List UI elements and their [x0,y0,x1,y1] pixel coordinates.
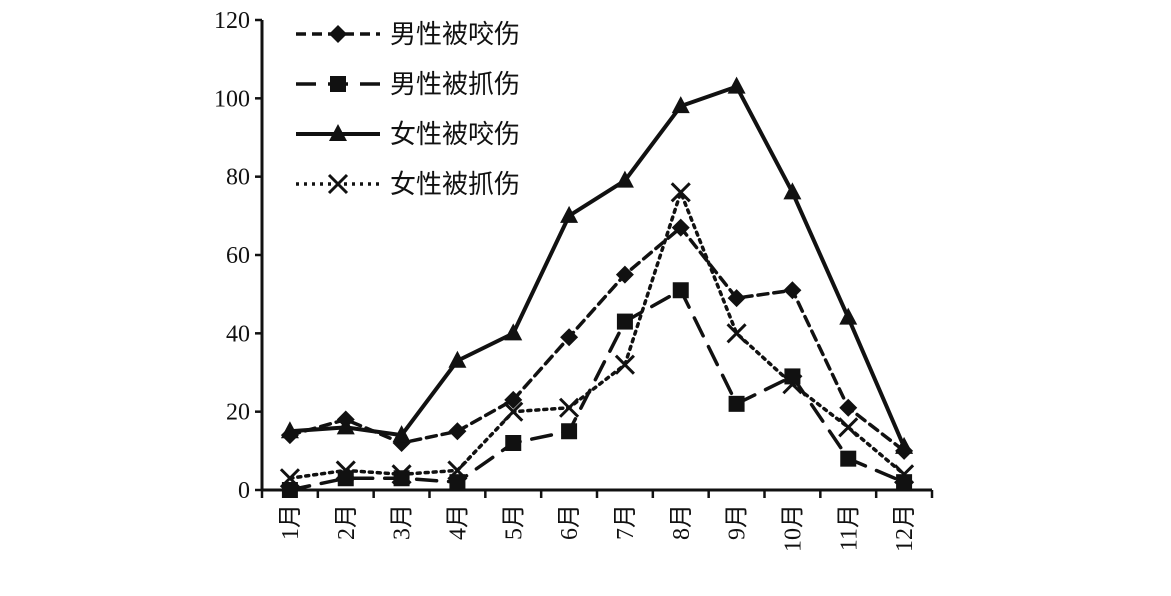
y-tick-label: 60 [226,243,250,269]
legend-label: 女性被抓伤 [390,170,520,200]
x-tick-label: 4月 [445,504,471,540]
x-tick-label: 8月 [669,504,695,540]
diamond-marker [727,289,746,308]
series-2 [280,76,914,454]
x-tick-label: 11月 [836,504,862,551]
triangle-marker [560,205,579,223]
x-marker [838,417,859,438]
series-0 [280,218,914,460]
x-marker [894,464,915,485]
legend-item: 女性被咬伤 [288,114,558,154]
triangle-marker [280,421,299,439]
x-marker [670,182,691,203]
series-lines [279,76,915,498]
legend-item: 女性被抓伤 [288,164,558,204]
series-line [288,288,906,492]
triangle-marker [329,124,347,141]
series-line [287,84,907,449]
diamond-marker [504,390,523,409]
x-marker [782,374,803,395]
y-tick-label: 20 [226,400,250,426]
triangle-marker [392,425,411,443]
diamond-marker [615,265,634,284]
diamond-marker [671,218,690,237]
legend-item: 男性被抓伤 [288,64,558,104]
x-marker [559,397,580,418]
y-tick-label: 0 [238,478,250,504]
y-tick-label: 80 [226,165,250,191]
triangle-marker [839,307,858,325]
legend-label: 男性被咬伤 [390,20,520,50]
legend-label: 女性被咬伤 [390,120,520,150]
triangle-marker [615,170,634,188]
x-marker [391,464,412,485]
x-tick-label: 5月 [501,504,527,540]
diamond-marker [329,25,347,43]
x-tick-label: 2月 [334,504,360,540]
y-tick-label: 100 [214,86,250,112]
legend-label: 男性被抓伤 [390,70,520,100]
x-marker [503,401,524,422]
diamond-marker [839,398,858,417]
x-marker [327,173,349,195]
y-tick-label: 120 [214,8,250,34]
x-tick-label: 7月 [613,504,639,540]
series-3 [279,182,915,489]
x-tick-label: 1月 [278,504,304,540]
square-marker [449,474,466,491]
square-marker [281,482,298,498]
x-tick-label: 9月 [725,504,751,540]
y-tick-label: 40 [226,321,250,347]
x-marker [447,460,468,481]
legend-item: 男性被咬伤 [288,14,558,54]
diamond-marker [560,328,579,347]
triangle-marker [448,350,467,368]
series-1 [281,282,913,498]
square-marker [784,368,801,385]
square-marker [840,450,857,467]
square-marker [330,76,346,92]
triangle-marker [504,323,523,341]
square-marker [505,435,522,451]
triangle-marker [336,417,355,435]
series-line [288,225,906,453]
axes: 0 20 40 60 80 100 120 1月 2月 3月 4月 5月 6月 7月 8月 9月 10月 11月 1… [214,8,934,552]
diamond-marker [783,281,802,300]
x-marker [726,323,747,344]
diamond-marker [448,422,467,441]
triangle-marker [727,76,746,94]
x-tick-label: 3月 [390,504,416,540]
x-tick-label: 12月 [892,504,918,552]
triangle-marker [783,182,802,200]
square-marker [728,395,745,412]
x-marker [614,354,635,375]
square-marker [672,282,689,299]
square-marker [561,423,578,440]
x-marker [335,460,356,481]
x-tick-label: 6月 [557,504,583,540]
square-marker [896,474,913,491]
x-tick-label: 10月 [780,504,806,552]
x-marker [279,468,300,489]
triangle-marker [671,96,690,114]
triangle-marker [895,436,914,454]
series-line [288,190,906,480]
square-marker [616,313,633,330]
